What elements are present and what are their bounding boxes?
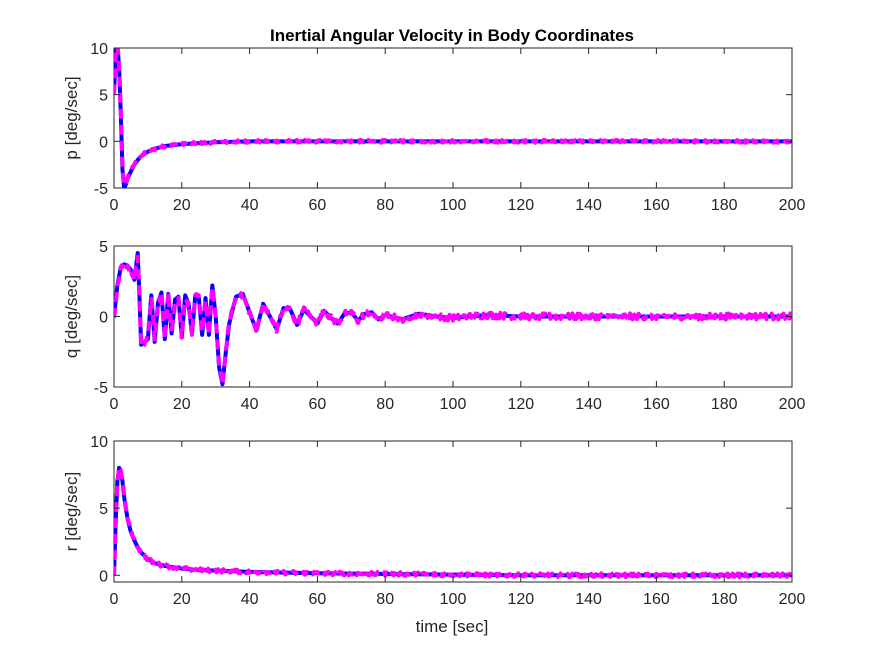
y-tick-label: 10 [90, 434, 108, 451]
y-tick-label: 10 [90, 41, 108, 58]
x-tick-label: 120 [507, 591, 534, 608]
x-tick-label: 80 [376, 396, 394, 413]
y-axis-label-q: q [deg/sec] [62, 275, 81, 358]
x-tick-label: 160 [643, 197, 670, 214]
x-tick-label: 60 [309, 396, 327, 413]
x-tick-label: 100 [440, 591, 467, 608]
x-tick-label: 160 [643, 591, 670, 608]
x-tick-label: 20 [173, 197, 191, 214]
x-tick-label: 40 [241, 197, 259, 214]
x-tick-label: 140 [575, 591, 602, 608]
x-tick-label: 80 [376, 197, 394, 214]
y-tick-label: -5 [94, 380, 108, 397]
axes-frame-r [113, 440, 793, 583]
x-tick-label: 40 [241, 591, 259, 608]
x-tick-label: 140 [575, 197, 602, 214]
x-tick-label: 0 [110, 396, 119, 413]
y-tick-label: 5 [99, 239, 108, 256]
x-tick-label: 60 [309, 591, 327, 608]
y-tick-label: -5 [94, 181, 108, 198]
x-tick-label: 40 [241, 396, 259, 413]
y-tick-label: 0 [99, 310, 108, 327]
x-tick-label: 100 [440, 197, 467, 214]
x-tick-label: 180 [711, 591, 738, 608]
y-tick-label: 0 [99, 134, 108, 151]
subplot-r: 0 20 40 60 80 100 120 140 160 180 200 0 5 10 r [deg/se… [62, 434, 805, 608]
axes-frame-p [113, 47, 793, 189]
x-tick-label: 200 [779, 591, 806, 608]
x-tick-label: 0 [110, 197, 119, 214]
figure-title: Inertial Angular Velocity in Body Coordi… [270, 26, 634, 45]
x-tick-label: 20 [173, 591, 191, 608]
x-tick-label: 60 [309, 197, 327, 214]
x-tick-label: 100 [440, 396, 467, 413]
x-tick-label: 20 [173, 396, 191, 413]
series-line-q-dashed [114, 254, 792, 387]
x-tick-label: 120 [507, 197, 534, 214]
y-axis-label-p: p [deg/sec] [62, 76, 81, 159]
x-tick-label: 0 [110, 591, 119, 608]
x-tick-label: 180 [711, 197, 738, 214]
x-tick-label: 140 [575, 396, 602, 413]
series-line-r-dashed [114, 465, 792, 580]
x-axis-label: time [sec] [416, 617, 489, 636]
y-tick-label: 5 [99, 501, 108, 518]
series-line-p-dashed [114, 48, 792, 188]
x-tick-label: 160 [643, 396, 670, 413]
y-tick-label: 5 [99, 88, 108, 105]
x-tick-label: 180 [711, 396, 738, 413]
y-axis-label-r: r [deg/sec] [62, 472, 81, 551]
x-tick-label: 120 [507, 396, 534, 413]
y-tick-label: 0 [99, 568, 108, 585]
x-tick-label: 80 [376, 591, 394, 608]
x-tick-label: 200 [779, 396, 806, 413]
x-tick-label: 200 [779, 197, 806, 214]
